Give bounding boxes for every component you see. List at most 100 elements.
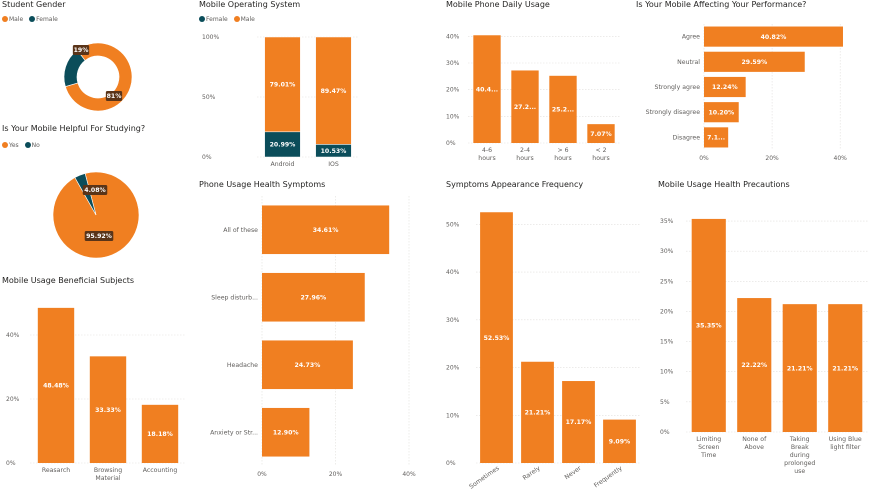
y-tick-label: 20% — [446, 365, 460, 372]
y-tick-label: 50% — [202, 94, 216, 101]
data-label: 27.96% — [300, 294, 326, 301]
bar — [262, 407, 310, 457]
chart-title: Student Gender — [2, 0, 66, 9]
data-label-box — [72, 45, 90, 55]
x-tick-label: > 6 hours — [554, 147, 571, 162]
y-tick-label: 0% — [6, 460, 16, 467]
bar — [704, 76, 746, 98]
data-label: 40.4... — [476, 86, 498, 93]
chart-title: Is Your Mobile Affecting Your Performanc… — [636, 0, 807, 9]
x-tick-label: Taking Break during prolonged use — [784, 436, 815, 475]
x-tick-label: Limiting Screen Time — [696, 436, 721, 459]
y-tick-label: Anxiety or Str... — [210, 429, 258, 436]
data-label: 25.2... — [552, 107, 574, 114]
y-tick-label: 0% — [446, 460, 456, 467]
bar — [262, 340, 353, 390]
data-label-box — [105, 91, 123, 101]
data-label-box — [84, 231, 114, 241]
data-label: 29.59% — [741, 59, 767, 66]
data-label-box — [82, 185, 108, 195]
x-tick-label: Accounting — [143, 467, 178, 474]
chart-svg: 0% 20% 40% 34.61% All of these 27.96% Sleep di… — [210, 196, 416, 478]
legend-label: Female — [36, 16, 58, 23]
chart-legend: Female Male — [199, 16, 259, 23]
y-tick-label: Strongly agree — [655, 84, 701, 91]
data-label: 17.17% — [566, 419, 592, 426]
legend-item-yes[interactable]: Yes — [2, 142, 19, 149]
bar — [704, 26, 843, 47]
panel-health-symptoms: Phone Usage Health Symptoms 0% 20% 40% 34.6… — [199, 180, 434, 495]
chart-title: Phone Usage Health Symptoms — [199, 180, 326, 189]
data-label: 9.09% — [609, 439, 630, 446]
chart-svg: 0% 20% 40% 40.82% Agree 29.59% Neutral 12.24% St… — [646, 24, 848, 162]
y-tick-label: Agree — [682, 34, 700, 41]
chart-legend: Male Female — [2, 16, 62, 23]
bar — [511, 70, 539, 143]
y-tick-label: 10% — [446, 113, 460, 120]
data-label: 18.18% — [147, 431, 173, 438]
y-tick-label: 40% — [446, 33, 460, 40]
y-tick-label: 15% — [660, 339, 674, 346]
y-tick-label: Neutral — [677, 59, 700, 66]
bar — [603, 419, 636, 463]
x-tick-label: 40% — [834, 155, 848, 162]
data-label: 52.53% — [484, 335, 510, 342]
data-label: 24.73% — [295, 362, 321, 369]
x-tick-label: Sometimes — [468, 465, 500, 491]
data-label: 21.21% — [787, 365, 813, 372]
legend-swatch — [199, 16, 205, 22]
data-label: 95.92% — [86, 233, 112, 240]
bar — [562, 381, 595, 463]
bar — [782, 304, 817, 432]
legend-label: Yes — [9, 142, 19, 149]
data-label: 20.99% — [270, 142, 296, 149]
bar — [549, 75, 577, 143]
x-tick-label: 20% — [765, 155, 779, 162]
chart-legend: Yes No — [2, 142, 44, 149]
data-label: 10.53% — [321, 148, 347, 155]
bar — [704, 51, 805, 72]
bar — [262, 205, 390, 255]
panel-performance: Is Your Mobile Affecting Your Performanc… — [636, 0, 882, 176]
chart-svg: 0% 10% 20% 30% 40% 50% 52.53% Sometimes 21.21% Ra… — [446, 212, 640, 491]
x-tick-label: 2-4 hours — [516, 147, 533, 162]
chart-svg: 0% 50% 100% 20.99% 79.01% Android 10.53% 89.47%… — [202, 34, 359, 168]
legend-item-female[interactable]: Female — [199, 16, 228, 23]
bar — [89, 356, 127, 463]
y-tick-label: 100% — [202, 34, 219, 41]
data-label: 35.35% — [696, 323, 722, 330]
chart-svg: 0% 20% 40% 48.48% Reasarch 33.33% Browsing Mate… — [6, 307, 186, 482]
bar — [37, 307, 75, 463]
x-tick-label: Reasarch — [42, 467, 70, 474]
data-label: 7.07% — [590, 131, 611, 138]
data-label: 12.90% — [273, 429, 299, 436]
data-label: 27.2... — [514, 104, 536, 111]
legend-swatch — [2, 142, 8, 148]
x-tick-label: Frequently — [593, 465, 624, 490]
y-tick-label: 10% — [446, 412, 460, 419]
bar — [704, 102, 739, 123]
legend-item-female[interactable]: Female — [29, 16, 58, 23]
bar-male — [264, 36, 301, 133]
chart-title: Symptoms Appearance Frequency — [446, 180, 584, 189]
legend-swatch — [233, 16, 240, 22]
bar — [141, 404, 179, 463]
bar — [473, 35, 501, 144]
y-tick-label: 20% — [446, 87, 460, 94]
chart-title: Mobile Usage Health Precautions — [658, 180, 790, 189]
legend-item-no[interactable]: No — [24, 142, 40, 149]
panel-mobile-os: Mobile Operating System Female Male 0% 50… — [199, 0, 389, 174]
chart-svg: 81% 19% — [63, 42, 133, 112]
panel-student-gender: Student Gender Male Female 81% 19% — [2, 0, 187, 118]
y-tick-label: Headache — [227, 362, 258, 369]
legend-item-male[interactable]: Male — [2, 16, 23, 23]
bar — [262, 272, 365, 322]
x-tick-label: IOS — [328, 161, 339, 168]
x-tick-label: Never — [564, 465, 584, 482]
y-tick-label: All of these — [223, 227, 258, 234]
legend-item-male[interactable]: Male — [233, 16, 255, 23]
panel-mobile-helpful: Is Your Mobile Helpful For Studying? Yes… — [2, 124, 187, 264]
y-tick-label: 35% — [660, 218, 674, 225]
bar — [521, 361, 554, 463]
x-tick-label: None of Above — [742, 436, 767, 451]
